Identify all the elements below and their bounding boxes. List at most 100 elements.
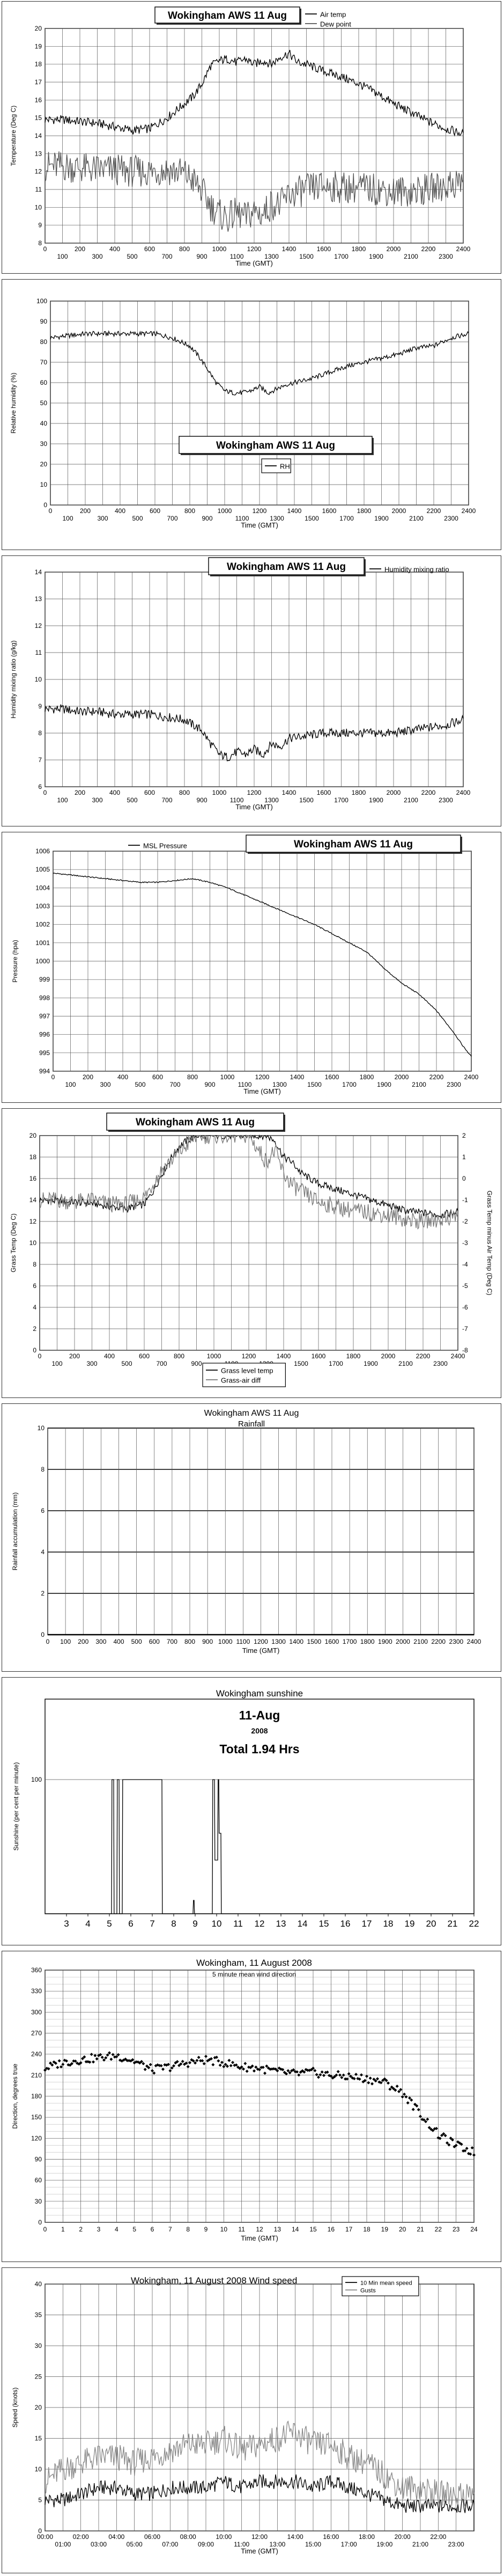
- chart-3-y-tick-label: 10: [35, 676, 42, 683]
- chart-8-x-tick-label: 5: [132, 2226, 136, 2233]
- chart-2-y-tick-label: 30: [40, 440, 48, 448]
- chart-2-x-tick-label: 1600: [322, 507, 337, 515]
- chart-5-y-tick-label: 2: [33, 1325, 36, 1333]
- chart-8-data-point: [161, 2067, 165, 2071]
- chart-2-y-tick-label: 90: [40, 318, 48, 325]
- chart-1-y-tick-label: 9: [38, 222, 42, 229]
- chart-3-x-tick-label: 2300: [439, 796, 453, 804]
- chart-8-y-tick-label: 300: [31, 2008, 42, 2016]
- chart-8-data-point: [387, 2081, 390, 2085]
- chart-3-x-tick-label: 400: [109, 789, 120, 796]
- chart-8-x-tick-label: 9: [204, 2226, 208, 2233]
- chart-2-y-tick-label: 100: [36, 297, 47, 305]
- chart-panel-pressure: 994 995 996 997 998 999 1000 1001 1002 1003 1004 10…: [2, 832, 501, 1103]
- chart-8-data-point: [181, 2060, 184, 2063]
- chart-1-x-tick-label: 1000: [212, 245, 227, 253]
- chart-5-y2-tick-label: -8: [462, 1346, 468, 1354]
- chart-panel-humidity: 0 10 20 30 40 50 60 70 80 90 100 0 200 400 600 800 1000 1…: [2, 279, 501, 550]
- chart-8-data-point: [186, 2065, 190, 2068]
- chart-3-y-tick-label: 7: [38, 756, 42, 764]
- chart-8-data-point: [129, 2059, 132, 2063]
- chart-8-x-tick-label: 18: [363, 2226, 370, 2233]
- chart-6-title: Wokingham AWS 11 Aug: [204, 1409, 299, 1418]
- chart-7-x-tick-label: 8: [171, 1919, 176, 1929]
- chart-1-x-tick-label: 1300: [264, 253, 279, 260]
- chart-1-x-tick-label: 400: [109, 245, 120, 253]
- chart-1-x-tick-label: 2400: [456, 245, 471, 253]
- chart-8-data-point: [116, 2053, 120, 2057]
- chart-8-data-point: [449, 2136, 453, 2140]
- chart-5-x-tick-label: 1400: [277, 1352, 291, 1360]
- chart-8-data-point: [243, 2061, 247, 2065]
- chart-6-y-tick-label: 4: [41, 1548, 45, 1556]
- chart-1-x-tick-label: 1100: [230, 253, 244, 260]
- chart-2-title-box: [179, 436, 373, 454]
- chart-2-x-tick-label: 100: [62, 515, 73, 522]
- chart-4-title-box: [246, 835, 461, 853]
- chart-5-x-tick-label: 300: [86, 1360, 97, 1367]
- chart-8-y-tick-label: 330: [31, 1987, 42, 1995]
- chart-8-data-point: [50, 2063, 54, 2067]
- chart-1-x-tick-label: 1700: [334, 253, 349, 260]
- chart-svg-sunshine: 100 3 4 5 6 7 8 9 10 11 12 13 14 15 16 17 18 19 20 21 22 Suns…: [12, 1688, 479, 1929]
- chart-1-y-tick-label: 14: [35, 132, 42, 140]
- chart-8-data-point: [286, 2069, 290, 2073]
- chart-8-data-point: [120, 2059, 124, 2063]
- chart-9-x-tick-label: 01:00: [55, 2541, 71, 2548]
- chart-6-x-tick-label: 2200: [431, 1638, 446, 1645]
- chart-8-data-point: [422, 2118, 426, 2122]
- chart-4-x-axis-label: Time (GMT): [243, 1087, 281, 1095]
- chart-3-y-tick-label: 14: [35, 568, 42, 576]
- chart-9-x-tick-label: 17:00: [341, 2541, 357, 2548]
- chart-4-y-tick-label: 996: [39, 1031, 50, 1038]
- chart-8-title: Wokingham, 11 August 2008: [196, 1958, 312, 1968]
- chart-4-x-tick-label: 500: [135, 1081, 145, 1088]
- chart-4-x-tick-label: 1800: [360, 1073, 374, 1081]
- chart-4-x-tick-label: 900: [204, 1081, 215, 1088]
- chart-1-x-tick-label: 1800: [352, 245, 366, 253]
- chart-8-data-point: [465, 2147, 469, 2150]
- chart-5-y2-tick-label: -1: [462, 1196, 468, 1204]
- chart-8-data-point: [143, 2068, 147, 2072]
- chart-8-subtitle: 5 minute mean wind direction: [212, 1971, 296, 1978]
- chart-2-x-tick-label: 600: [150, 507, 160, 515]
- chart-8-data-point: [285, 2072, 288, 2076]
- chart-7-x-tick-label: 7: [150, 1919, 154, 1929]
- chart-4-x-tick-label: 2000: [395, 1073, 409, 1081]
- chart-4-x-tick-label: 1900: [377, 1081, 391, 1088]
- chart-8-data-point: [132, 2061, 136, 2065]
- chart-2-x-tick-label: 1400: [287, 507, 302, 515]
- chart-2-y-tick-label: 10: [40, 481, 48, 488]
- chart-8-x-tick-label: 23: [453, 2226, 460, 2233]
- chart-6-x-tick-label: 100: [60, 1638, 71, 1645]
- chart-8-data-point: [342, 2073, 345, 2077]
- chart-4-title: Wokingham AWS 11 Aug: [294, 839, 413, 850]
- chart-4-y-tick-label: 1003: [35, 903, 50, 910]
- chart-8-data-point: [57, 2059, 61, 2063]
- chart-8-data-point: [381, 2079, 384, 2082]
- chart-5-y-tick-label: 0: [33, 1346, 36, 1354]
- chart-7-y-axis-label: Sunshine (per cent per minute): [12, 1762, 20, 1851]
- chart-5-y-tick-label: 20: [29, 1132, 37, 1139]
- chart-5-y-tick-label: 16: [29, 1175, 37, 1182]
- chart-3-y-axis-label: Humidity mixing ratio (g/kg): [10, 640, 17, 718]
- chart-1-x-tick-label: 1600: [317, 245, 331, 253]
- chart-3-x-tick-label: 1000: [212, 789, 227, 796]
- chart-5-y2-tick-label: 0: [462, 1175, 466, 1182]
- chart-8-y-tick-label: 210: [31, 2072, 42, 2079]
- chart-5-y2-tick-label: 2: [462, 1132, 466, 1139]
- chart-7-x-tick-label: 6: [128, 1919, 133, 1929]
- chart-6-x-tick-label: 1500: [307, 1638, 322, 1645]
- chart-8-data-point: [254, 2065, 258, 2069]
- chart-1-x-tick-label: 1200: [247, 245, 262, 253]
- chart-4-y-tick-label: 1000: [35, 957, 50, 965]
- chart-8-data-point: [151, 2069, 154, 2073]
- chart-9-y-tick-label: 0: [38, 2527, 42, 2535]
- chart-8-data-point: [183, 2062, 186, 2066]
- chart-1-legend-label: Air temp: [320, 11, 346, 19]
- chart-8-data-point: [463, 2149, 467, 2153]
- chart-8-data-point: [184, 2061, 188, 2065]
- chart-8-data-point: [194, 2061, 197, 2065]
